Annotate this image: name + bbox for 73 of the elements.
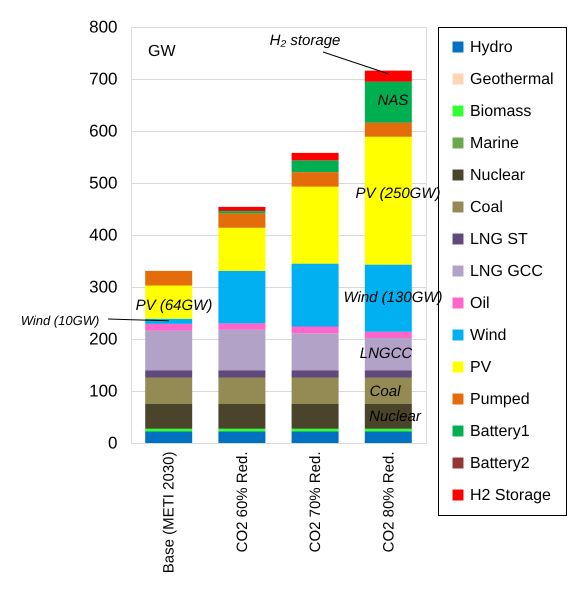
legend-label: Oil [470, 295, 490, 312]
bar [292, 404, 339, 428]
bar [292, 428, 339, 432]
y-tick-label: 300 [89, 278, 118, 296]
bar [218, 330, 266, 370]
bar [364, 370, 412, 378]
legend-label: Biomass [470, 103, 532, 120]
bar [218, 404, 266, 428]
bar [145, 270, 192, 286]
legend-label: Marine [470, 135, 520, 152]
bar [292, 160, 339, 172]
legend-label: LNG GCC [470, 263, 543, 280]
bar [145, 428, 192, 432]
legend-label: Battery1 [470, 423, 530, 440]
annotation: NAS [378, 92, 408, 109]
legend-label: H2 Storage [470, 487, 552, 504]
y-tick-label: 200 [89, 330, 118, 348]
bar [292, 186, 339, 264]
bar [218, 428, 266, 432]
bar [364, 432, 412, 443]
bar [364, 332, 412, 338]
x-tick-label: Base (METI 2030) [160, 452, 178, 574]
annotation: H₂ storage [270, 32, 340, 49]
legend-label: LNG ST [470, 231, 528, 248]
legend-label: Geothermal [470, 71, 554, 88]
bar [292, 172, 339, 187]
bar [145, 324, 192, 331]
y-tick-label: 100 [89, 382, 118, 400]
bar [218, 432, 266, 443]
bar [364, 428, 412, 432]
bar [364, 82, 412, 123]
legend-label: PV [470, 359, 492, 376]
bar [292, 152, 339, 160]
annotation: LNGCC [360, 345, 412, 362]
bar [292, 370, 339, 378]
bar [364, 122, 412, 137]
x-tick-label: CO2 60% Red. [234, 452, 251, 552]
legend-label: Wind [470, 327, 506, 344]
legend-label: Battery2 [470, 455, 530, 472]
y-tick-label: 500 [89, 174, 118, 192]
bar [145, 404, 192, 428]
bar [218, 323, 266, 330]
bar [145, 377, 192, 404]
y-tick-label: 400 [89, 226, 118, 244]
y-tick-label: 0 [108, 434, 118, 452]
bar [145, 432, 192, 443]
bar [292, 377, 339, 404]
annotation: GW [148, 43, 176, 60]
y-tick-label: 800 [89, 18, 118, 36]
bar [218, 377, 266, 404]
bar [218, 270, 266, 324]
bar [364, 70, 412, 82]
bar [145, 318, 192, 324]
bar [218, 213, 266, 228]
bar [145, 370, 192, 378]
bar [218, 206, 266, 211]
annotation: Wind (10GW) [20, 313, 100, 328]
legend-label: Pumped [470, 391, 530, 408]
y-tick-label: 700 [89, 70, 118, 88]
bar [145, 330, 192, 370]
x-tick-label: CO2 70% Red. [307, 452, 324, 552]
bar [292, 333, 339, 370]
legend-label: Coal [470, 199, 503, 216]
bar [292, 326, 339, 334]
bar [218, 228, 266, 271]
legend-label: Nuclear [470, 167, 526, 184]
y-tick-label: 600 [89, 122, 118, 140]
x-tick-label: CO2 80% Red. [380, 452, 398, 552]
bar [292, 264, 339, 327]
bar [218, 370, 266, 378]
bar [292, 432, 339, 443]
legend-label: Hydro [470, 39, 513, 56]
annotation: Coal [370, 383, 402, 400]
